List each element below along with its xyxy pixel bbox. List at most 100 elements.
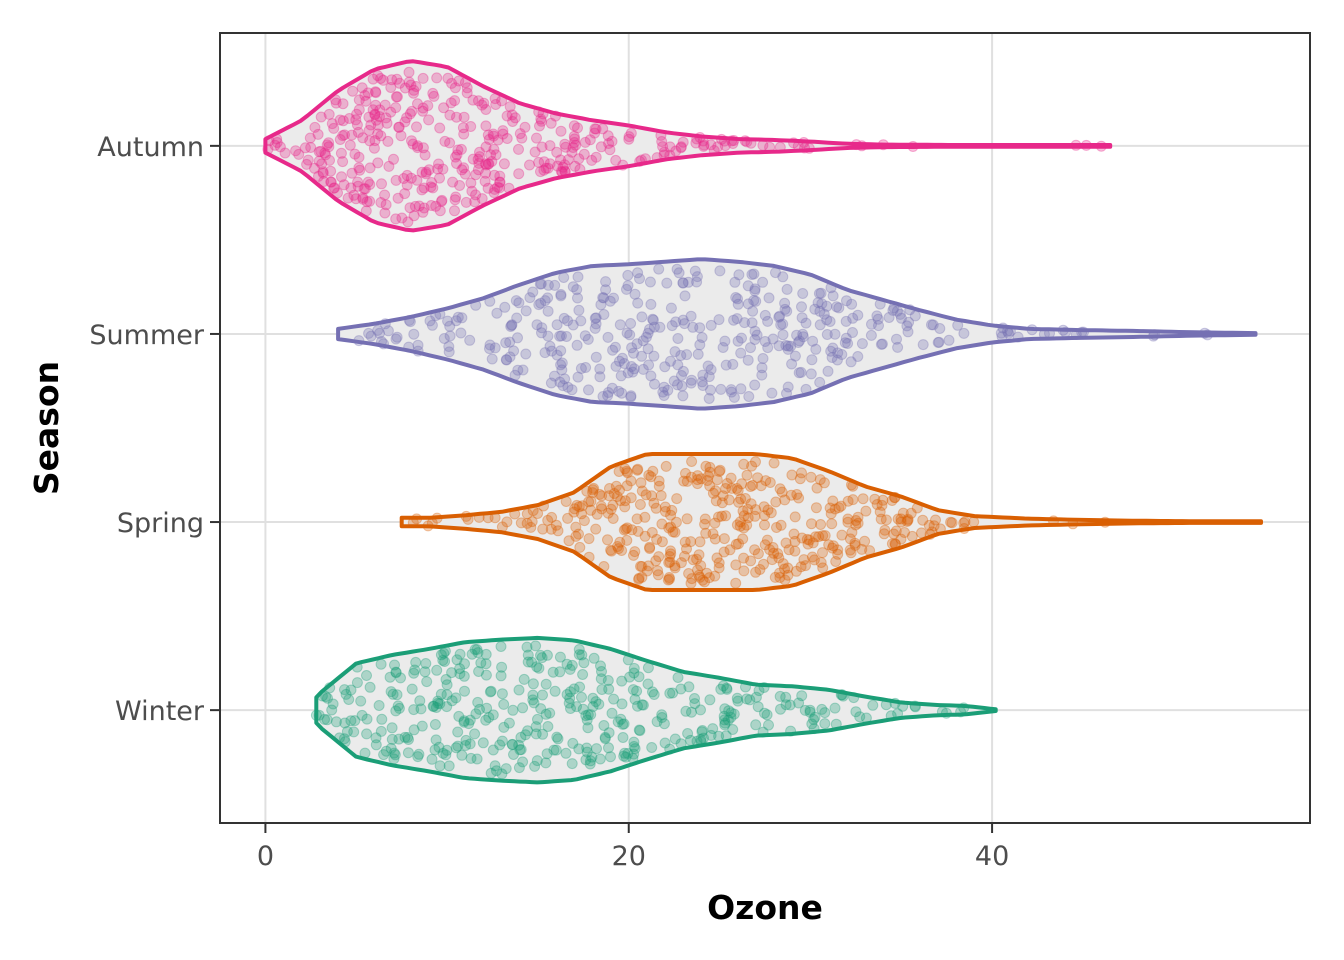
data-point: [363, 124, 375, 136]
data-point: [595, 299, 607, 311]
data-point: [663, 572, 675, 583]
data-point: [345, 684, 357, 696]
data-point: [730, 292, 742, 303]
data-point: [480, 159, 492, 171]
data-point: [450, 315, 462, 327]
data-point: [446, 77, 458, 89]
data-point: [480, 669, 492, 681]
data-point: [335, 147, 347, 159]
data-point: [709, 533, 721, 545]
data-point: [759, 309, 771, 321]
data-point: [382, 325, 394, 337]
data-point: [703, 371, 715, 383]
data-point: [648, 321, 660, 333]
data-point: [480, 120, 492, 132]
data-point: [380, 112, 392, 124]
data-point: [742, 280, 754, 292]
data-point: [775, 519, 787, 531]
data-point: [672, 333, 684, 344]
data-point: [430, 702, 442, 713]
data-point: [699, 513, 711, 525]
y-tick-label-summer: Summer: [89, 320, 204, 351]
data-point: [600, 284, 612, 296]
data-point: [643, 359, 655, 371]
data-point: [725, 384, 737, 396]
data-point: [474, 151, 486, 163]
data-point: [569, 503, 581, 515]
data-point: [530, 728, 542, 740]
data-point: [444, 137, 456, 149]
data-point: [685, 536, 697, 548]
data-point: [786, 358, 798, 370]
data-point: [598, 720, 610, 731]
data-point: [349, 148, 361, 160]
data-point: [733, 538, 744, 550]
data-point: [831, 301, 843, 313]
data-point: [732, 695, 744, 707]
data-point: [545, 523, 557, 535]
data-point: [842, 495, 854, 507]
data-point: [618, 358, 630, 369]
data-point: [658, 146, 670, 158]
data-point: [377, 74, 389, 86]
data-point: [602, 331, 614, 343]
data-point: [621, 465, 633, 477]
data-point: [713, 557, 725, 569]
data-point: [484, 686, 496, 698]
data-point: [856, 543, 868, 555]
data-point: [549, 685, 561, 697]
data-point: [736, 478, 748, 490]
data-point: [616, 698, 628, 710]
data-point: [535, 113, 547, 125]
data-point: [715, 683, 727, 695]
data-point: [313, 170, 324, 182]
data-point: [811, 482, 823, 494]
data-point: [779, 303, 791, 315]
data-point: [780, 340, 792, 351]
data-point: [490, 99, 502, 110]
data-point: [440, 674, 452, 685]
data-point: [315, 145, 327, 157]
data-point: [749, 544, 761, 556]
data-point: [780, 691, 792, 703]
data-point: [748, 295, 760, 306]
data-point: [959, 516, 971, 528]
data-point: [604, 295, 616, 307]
data-point: [596, 666, 607, 677]
data-point: [461, 87, 473, 99]
data-point: [769, 571, 781, 583]
data-point: [732, 485, 744, 496]
data-point: [847, 494, 859, 506]
data-point: [429, 744, 441, 756]
data-point: [484, 339, 496, 351]
data-point: [573, 304, 585, 316]
data-point: [572, 371, 584, 383]
data-point: [705, 139, 717, 151]
data-point: [664, 141, 676, 153]
data-point: [485, 149, 497, 161]
data-point: [416, 184, 428, 196]
data-point: [483, 158, 495, 170]
data-point: [640, 331, 652, 343]
data-point: [757, 353, 769, 364]
data-point: [871, 310, 883, 322]
data-point: [860, 505, 872, 517]
data-point: [733, 496, 745, 508]
data-point: [635, 560, 646, 572]
data-point: [926, 319, 937, 331]
data-point: [593, 698, 605, 710]
data-point: [453, 75, 465, 87]
data-point: [513, 297, 525, 309]
data-point: [554, 666, 566, 678]
data-point: [574, 681, 586, 693]
data-point: [505, 321, 517, 332]
data-point: [656, 712, 668, 723]
data-point: [427, 700, 439, 712]
data-point: [686, 456, 698, 467]
data-point: [555, 345, 567, 357]
data-point: [714, 265, 726, 277]
data-point: [625, 318, 637, 329]
data-point: [677, 277, 689, 289]
data-point: [536, 327, 547, 339]
data-point: [562, 154, 574, 166]
